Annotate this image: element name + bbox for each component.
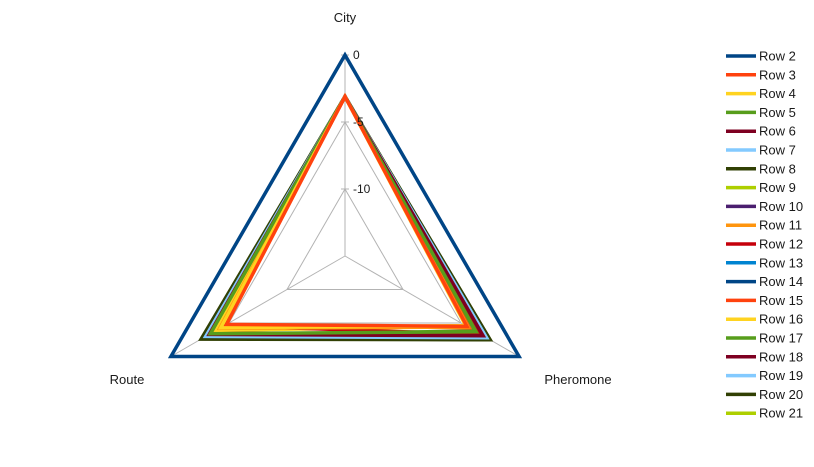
legend-label: Row 2: [759, 49, 796, 64]
radial-tick-labels: 0 -5 -10: [353, 48, 371, 196]
series-line: [222, 92, 473, 330]
tick-label: -10: [353, 182, 371, 196]
legend-label: Row 19: [759, 368, 803, 383]
tick-label: 0: [353, 48, 360, 62]
legend-label: Row 9: [759, 180, 796, 195]
legend-label: Row 3: [759, 67, 796, 82]
legend-label: Row 5: [759, 105, 796, 120]
legend-label: Row 14: [759, 274, 803, 289]
axis-label: Route: [110, 372, 145, 387]
series-line: [217, 92, 469, 330]
series-line: [198, 93, 494, 342]
legend-label: Row 13: [759, 255, 803, 270]
legend-label: Row 17: [759, 331, 803, 346]
series-line: [200, 93, 494, 342]
series-line: [205, 92, 478, 337]
legend-label: Row 6: [759, 124, 796, 139]
legend-label: Row 15: [759, 293, 803, 308]
legend-label: Row 12: [759, 237, 803, 252]
legend-label: Row 10: [759, 199, 803, 214]
series-line: [207, 92, 480, 336]
legend-label: Row 20: [759, 387, 803, 402]
series-line: [221, 92, 484, 337]
series-line: [199, 93, 492, 341]
legend-label: Row 21: [759, 406, 803, 421]
legend-label: Row 8: [759, 161, 796, 176]
series-line: [167, 51, 523, 359]
tick-label: -5: [353, 115, 364, 129]
series-line: [199, 93, 492, 341]
legend-label: Row 4: [759, 86, 796, 101]
series-line: [216, 92, 471, 331]
series-line: [202, 93, 490, 340]
grid-ring: [286, 188, 404, 290]
grid-ring: [228, 120, 462, 324]
legend-label: Row 18: [759, 349, 803, 364]
legend-label: Row 7: [759, 143, 796, 158]
axis-label: City: [334, 10, 357, 25]
series-line: [203, 93, 488, 339]
legend-label: Row 16: [759, 312, 803, 327]
legend: Row 2 Row 3 Row 4 Row 5 Row 6 Row 7 Row 8 Row 9…: [726, 49, 803, 421]
radar-series: [167, 51, 523, 359]
legend-label: Row 11: [759, 218, 802, 233]
axis-labels: City Pheromone Route: [110, 10, 612, 387]
grid-spoke: [170, 255, 346, 357]
series-line: [223, 92, 470, 329]
axis-label: Pheromone: [544, 372, 611, 387]
